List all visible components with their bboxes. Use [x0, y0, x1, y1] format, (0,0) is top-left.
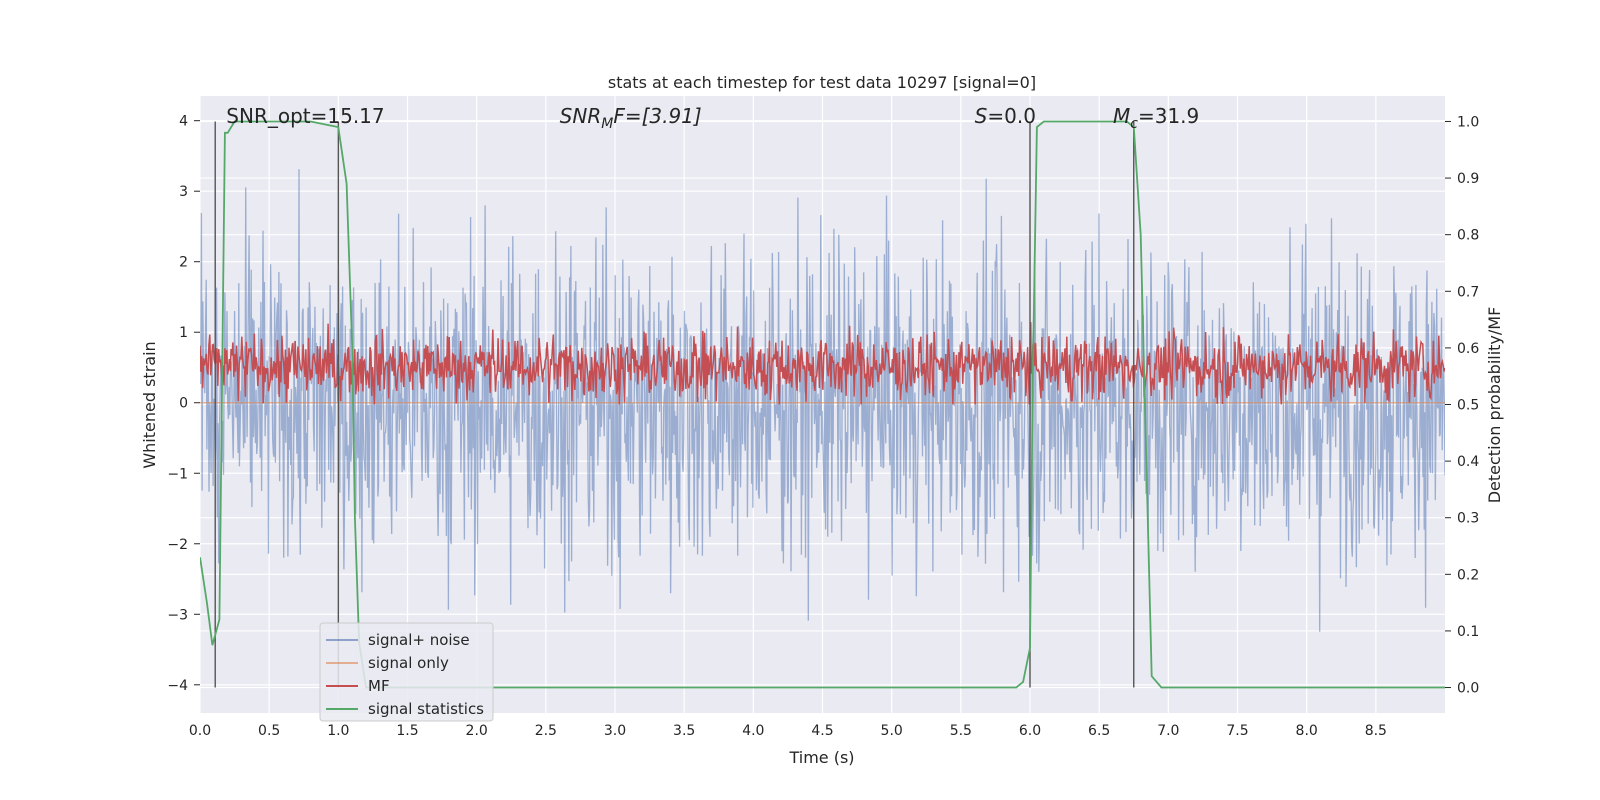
x-tick-label: 4.5	[811, 723, 833, 739]
x-tick-label: 1.5	[396, 723, 418, 739]
legend-label: MF	[368, 677, 390, 695]
legend: signal+ noise signal only MF signal statist…	[319, 622, 494, 722]
chart-title: stats at each timestep for test data 102…	[608, 73, 1036, 92]
x-tick-label: 7.0	[1157, 723, 1179, 739]
y2-tick-label: 0.4	[1457, 454, 1479, 470]
annotation-main: S	[975, 104, 988, 128]
legend-label: signal+ noise	[368, 631, 470, 649]
x-tick-label: 2.0	[466, 723, 488, 739]
y-tick-label: 1	[179, 325, 188, 341]
x-tick-label: 7.5	[1226, 723, 1248, 739]
y2-tick-label: 0.3	[1457, 511, 1479, 527]
annotation-main: M	[1113, 104, 1130, 128]
y-tick-label: −3	[167, 607, 188, 623]
x-tick-label: 5.0	[881, 723, 903, 739]
y-tick-label: −2	[167, 537, 188, 553]
x-tick-label: 2.5	[535, 723, 557, 739]
x-tick-label: 0.5	[258, 723, 280, 739]
y-tick-label: 0	[179, 396, 188, 412]
annotation-subscript: c	[1130, 116, 1138, 132]
x-tick-label: 6.5	[1088, 723, 1110, 739]
y-tick-label: 4	[179, 114, 188, 130]
y2-tick-label: 0.8	[1457, 228, 1479, 244]
y2-tick-label: 0.0	[1457, 681, 1479, 697]
y-tick-label: −1	[167, 466, 188, 482]
x-tick-label: 3.5	[673, 723, 695, 739]
x-tick-label: 3.0	[604, 723, 626, 739]
annotation-snr_mf: SNRMF=[3.91]	[560, 104, 702, 132]
y-tick-label: −4	[167, 678, 188, 694]
annotation-s_val: S=0.0	[975, 104, 1036, 128]
y2-tick-label: 0.1	[1457, 624, 1479, 640]
x-tick-label: 4.0	[742, 723, 764, 739]
x-tick-label: 5.5	[950, 723, 972, 739]
y-tick-label: 2	[179, 255, 188, 271]
y2-tick-label: 0.5	[1457, 398, 1479, 414]
annotation-tail: =0.0	[987, 104, 1036, 128]
y-tick-label: 3	[179, 184, 188, 200]
annotation-main: SNR	[560, 104, 602, 128]
x-tick-label: 6.0	[1019, 723, 1041, 739]
annotation-mc_val: Mc=31.9	[1113, 104, 1199, 132]
y2-tick-label: 0.2	[1457, 567, 1479, 583]
y2-tick-label: 0.9	[1457, 171, 1479, 187]
y2-axis-title: Detection probability/MF	[1485, 307, 1504, 504]
legend-label: signal only	[368, 654, 449, 672]
annotation-subscript: M	[601, 116, 613, 132]
x-tick-label: 0.0	[189, 723, 211, 739]
legend-box	[319, 622, 494, 722]
y2-tick-label: 1.0	[1457, 114, 1479, 130]
x-tick-label: 1.0	[327, 723, 349, 739]
annotation-tail: =31.9	[1138, 104, 1199, 128]
x-axis-title: Time (s)	[788, 748, 854, 767]
y-axis-title: Whitened strain	[140, 341, 159, 468]
series-mf	[200, 321, 1445, 405]
series-signal-statistics	[200, 120, 1445, 689]
annotation-snr_opt: SNR_opt=15.17	[226, 104, 384, 128]
x-tick-label: 8.5	[1365, 723, 1387, 739]
x-tick-label: 8.0	[1296, 723, 1318, 739]
annotation-tail: F=[3.91]	[613, 104, 701, 128]
y2-tick-label: 0.7	[1457, 284, 1479, 300]
legend-label: signal statistics	[368, 700, 484, 718]
y2-tick-label: 0.6	[1457, 341, 1479, 357]
